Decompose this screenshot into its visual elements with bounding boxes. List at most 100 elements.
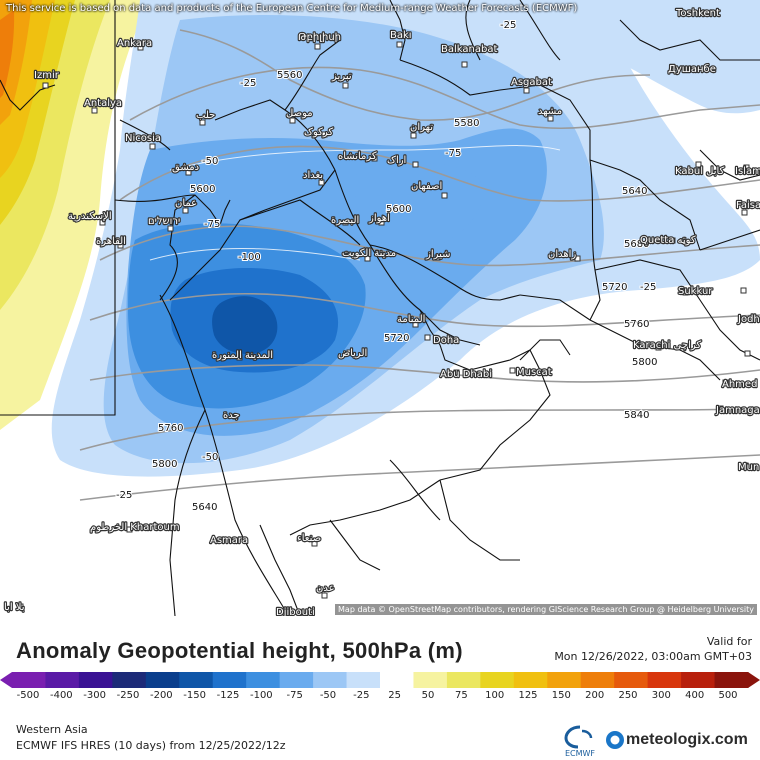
colorbar-swatch bbox=[279, 672, 314, 688]
contour-label: 5720 bbox=[384, 333, 409, 344]
colorbar-tick-label: 25 bbox=[388, 690, 402, 701]
city-label: صنعاء bbox=[297, 533, 321, 544]
region-label: Western Asia bbox=[16, 723, 88, 736]
city-label: دمشق bbox=[172, 162, 199, 173]
colorbar-swatch bbox=[179, 672, 214, 688]
meteologix-brand: meteologix.com bbox=[626, 731, 748, 748]
colorbar-tick-label: 300 bbox=[651, 690, 671, 701]
contour-label: 5640 bbox=[622, 186, 647, 197]
contour-label: 5600 bbox=[386, 204, 411, 215]
city-label: Bakı bbox=[390, 30, 412, 41]
colorbar-tick-label: 500 bbox=[718, 690, 738, 701]
city-label: جدة bbox=[223, 410, 240, 421]
city-label: کرکوک bbox=[304, 127, 333, 138]
contour-label: 5560 bbox=[277, 70, 302, 81]
city-label: ירושלים bbox=[148, 216, 180, 227]
contour-label: 5760 bbox=[158, 423, 183, 434]
city-label: کرمانشاه bbox=[338, 151, 377, 162]
city-label: بلا ابا bbox=[4, 602, 25, 613]
city-label: شیراز bbox=[425, 249, 451, 260]
city-label: القاهرة bbox=[96, 236, 126, 247]
city-label: Jamnaga bbox=[715, 405, 760, 416]
city-labels: Ankara Izmir Antalya Nicosia Bakı Թբիլիս… bbox=[3, 7, 760, 616]
contour-label: 5840 bbox=[624, 410, 649, 421]
valid-time: Mon 12/26/2022, 03:00am GMT+03 bbox=[554, 650, 752, 663]
city-label: البصرة bbox=[331, 215, 359, 226]
city-label: مشهد bbox=[538, 106, 562, 117]
colorbar-max-arrow bbox=[748, 672, 760, 688]
meteologix-globe-icon bbox=[606, 731, 624, 749]
colorbar-swatch bbox=[145, 672, 180, 688]
borders bbox=[0, 0, 760, 616]
valid-label: Valid for bbox=[706, 635, 752, 648]
city-label: Abu Dhabi bbox=[440, 369, 492, 380]
legend-panel bbox=[0, 616, 760, 760]
city-label: الرياض bbox=[338, 348, 367, 359]
colorbar-swatch bbox=[714, 672, 749, 688]
contour-label-group: -25 -25 -25 -25 -50 -50 -75 -75 -100 556… bbox=[115, 19, 658, 514]
colorbar-swatch bbox=[45, 672, 80, 688]
colorbar-swatch bbox=[614, 672, 649, 688]
city-label: موصل bbox=[286, 108, 313, 119]
city-label: Ankara bbox=[117, 38, 152, 49]
colorbar-tick-label: -75 bbox=[286, 690, 303, 701]
colorbar-swatch bbox=[413, 672, 448, 688]
city-label: Karachi کراچی bbox=[633, 340, 701, 351]
city-label: Ahmed bbox=[722, 379, 757, 390]
city-label: بغداد bbox=[303, 170, 323, 181]
city-label: عدن bbox=[316, 583, 335, 594]
city-label: Թբիլիսի bbox=[298, 32, 341, 43]
city-label: Islam bbox=[735, 166, 760, 177]
ecmwf-disclaimer: This service is based on data and produc… bbox=[6, 3, 578, 14]
city-label: Nicosia bbox=[125, 133, 161, 144]
city-label: Душанбе bbox=[668, 64, 716, 75]
contour-label: -50 bbox=[202, 452, 218, 463]
colorbar-swatch bbox=[346, 672, 381, 688]
colorbar-tick-label: -150 bbox=[183, 690, 207, 701]
ecmwf-logo-icon: ECMWF bbox=[564, 725, 595, 758]
colorbar-tick-label: -250 bbox=[116, 690, 140, 701]
colorbar-swatch bbox=[78, 672, 113, 688]
contour-label: -25 bbox=[640, 282, 656, 293]
city-label: اراک bbox=[387, 155, 406, 166]
colorbar-tick-label: -25 bbox=[353, 690, 370, 701]
negative-anomaly-ne bbox=[430, 0, 760, 114]
contour-label: 5640 bbox=[192, 502, 217, 513]
colorbar-tick-label: -100 bbox=[249, 690, 273, 701]
colorbar-swatch bbox=[112, 672, 147, 688]
city-label: Faisa bbox=[736, 200, 760, 211]
colorbar-tick-label: 100 bbox=[485, 690, 505, 701]
contour-label: -75 bbox=[204, 219, 220, 230]
colorbar-tick-label: -400 bbox=[49, 690, 73, 701]
positive-anomaly-shading bbox=[0, 0, 150, 430]
colorbar-tick-label: 400 bbox=[685, 690, 705, 701]
contour-label: -50 bbox=[202, 156, 218, 167]
colorbar-tick-label: 125 bbox=[518, 690, 538, 701]
colorbar-tick-label: -300 bbox=[83, 690, 107, 701]
colorbar-tick-label: -50 bbox=[319, 690, 337, 701]
colorbar-swatch bbox=[212, 672, 247, 688]
city-label: Quetta کوټه bbox=[640, 235, 696, 246]
colorbar-tick-label: 250 bbox=[618, 690, 638, 701]
city-label: الخرطوم Khartoum bbox=[90, 522, 180, 533]
map-title: Anomaly Geopotential height, 500hPa (m) bbox=[16, 638, 463, 663]
contour-label: 5800 bbox=[632, 357, 657, 368]
contour-label: -100 bbox=[238, 252, 261, 263]
map-attribution: Map data © OpenStreetMap contributors, r… bbox=[335, 604, 757, 615]
city-label: اهواز bbox=[368, 213, 390, 224]
colorbar-swatch bbox=[580, 672, 615, 688]
city-label: تبریز bbox=[331, 71, 352, 82]
city-label: Jodh bbox=[737, 314, 760, 325]
contour-label: -75 bbox=[445, 148, 461, 159]
city-label: المنامة bbox=[397, 314, 425, 325]
city-label: Djibouti bbox=[276, 607, 315, 616]
contour-label: -25 bbox=[500, 20, 516, 31]
city-label: Sukkur bbox=[678, 286, 713, 297]
city-label: Doha bbox=[433, 335, 459, 346]
colorbar-swatch bbox=[647, 672, 682, 688]
city-label: زاهدان bbox=[548, 249, 576, 260]
city-label: المدينة المنورة bbox=[212, 350, 273, 361]
colorbar-tick-label: -200 bbox=[149, 690, 173, 701]
colorbar-swatch bbox=[12, 672, 46, 688]
city-label: Kabul کابل bbox=[675, 166, 725, 177]
